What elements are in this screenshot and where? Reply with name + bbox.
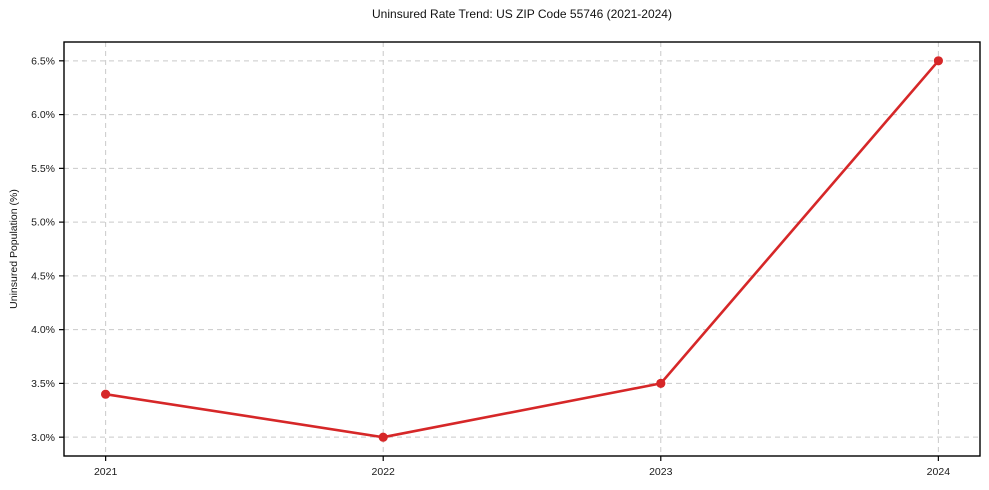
y-tick-label: 3.5%	[31, 378, 55, 390]
plot-border	[63, 41, 981, 457]
data-point	[378, 432, 388, 442]
data-point	[101, 389, 111, 399]
data-point	[656, 378, 666, 388]
y-tick-label: 4.5%	[31, 270, 55, 282]
x-tick-label: 2024	[927, 466, 951, 478]
trend-line	[104, 59, 940, 439]
data-point	[933, 56, 944, 66]
y-tick-label: 5.0%	[31, 217, 55, 229]
y-tick-label: 5.5%	[31, 163, 55, 175]
y-tick-label: 4.0%	[31, 324, 55, 336]
x-tick-label: 2022	[372, 466, 396, 478]
y-tick-label: 6.0%	[31, 109, 55, 121]
chart-title: Uninsured Rate Trend: US ZIP Code 55746 …	[372, 7, 672, 21]
x-tick-label: 2021	[94, 466, 118, 478]
x-tick-label: 2023	[649, 466, 673, 478]
y-tick-label: 6.5%	[31, 55, 55, 67]
y-tick-label: 3.0%	[31, 432, 55, 444]
